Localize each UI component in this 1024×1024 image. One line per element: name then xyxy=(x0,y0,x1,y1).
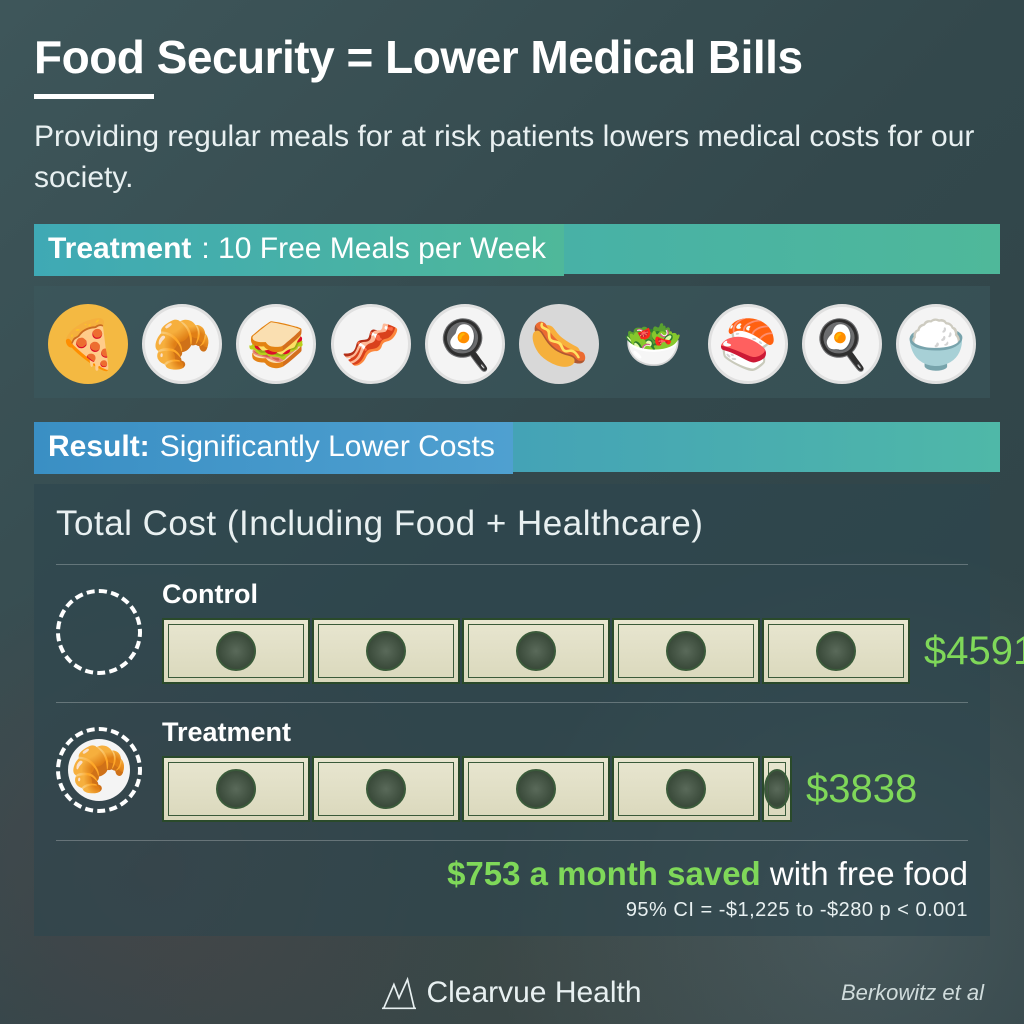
savings-amount: $753 a month saved xyxy=(447,855,761,892)
cost-rows-container: Control$4591 🥐 Treatment $3838 xyxy=(56,564,968,841)
dollar-bill-icon xyxy=(462,756,610,822)
bills-and-value: $4591 xyxy=(162,618,1024,684)
cost-row-label: Control xyxy=(162,579,1024,610)
dollar-bill-icon xyxy=(612,756,760,822)
meal-icon: 🍕 xyxy=(48,304,128,384)
result-banner-label: Result: Significantly Lower Costs xyxy=(34,422,513,474)
title-underline xyxy=(34,94,154,99)
meal-icon: 🥐 xyxy=(142,304,222,384)
bills-and-value: $3838 xyxy=(162,756,968,822)
meal-icon: 🌭 xyxy=(519,304,599,384)
total-cost-label: Total Cost (Including Food + Healthcare) xyxy=(56,504,968,544)
meal-icon: 🍣 xyxy=(708,304,788,384)
treatment-meals-row: 🍕🥐🥪🥓🍳🌭🥗🍣🍳🍚 xyxy=(34,286,990,398)
savings-suffix: with free food xyxy=(761,855,968,892)
stats-line: 95% CI = -$1,225 to -$280 p < 0.001 xyxy=(56,899,968,922)
result-label-bold: Result: xyxy=(48,430,150,464)
treatment-badge-icon: 🥐 xyxy=(56,727,142,813)
dollar-bill-icon xyxy=(762,618,910,684)
meal-icon: 🍳 xyxy=(425,304,505,384)
dollar-bill-icon xyxy=(162,756,310,822)
infographic-content: Food Security = Lower Medical Bills Prov… xyxy=(0,0,1024,1024)
page-title: Food Security = Lower Medical Bills xyxy=(34,30,990,84)
treatment-label-bold: Treatment xyxy=(48,232,191,266)
cost-value: $4591 xyxy=(924,629,1024,674)
bills-group xyxy=(162,618,910,684)
cost-row-content: Control $4591 xyxy=(162,579,1024,684)
dollar-bill-icon xyxy=(462,618,610,684)
subtitle: Providing regular meals for at risk pati… xyxy=(34,117,990,198)
treatment-banner: Treatment : 10 Free Meals per Week xyxy=(34,224,990,276)
control-badge-icon xyxy=(56,589,142,675)
result-section: Result: Significantly Lower Costs Total … xyxy=(34,422,990,936)
dollar-bill-icon xyxy=(762,756,792,822)
meal-icon: 🍚 xyxy=(896,304,976,384)
meal-icon: 🍳 xyxy=(802,304,882,384)
savings-line: $753 a month saved with free food xyxy=(56,855,968,893)
result-body: Total Cost (Including Food + Healthcare)… xyxy=(34,484,990,936)
dollar-bill-icon xyxy=(312,618,460,684)
treatment-banner-label: Treatment : 10 Free Meals per Week xyxy=(34,224,564,276)
cost-value: $3838 xyxy=(806,767,917,812)
meal-icon: 🥪 xyxy=(236,304,316,384)
dollar-bill-icon xyxy=(312,756,460,822)
dollar-bill-icon xyxy=(162,618,310,684)
cost-row-label: Treatment xyxy=(162,717,968,748)
cost-row: 🥐 Treatment $3838 xyxy=(56,702,968,841)
bills-group xyxy=(162,756,792,822)
meal-icon: 🥗 xyxy=(613,304,693,384)
result-label-rest: Significantly Lower Costs xyxy=(160,430,495,464)
dollar-bill-icon xyxy=(612,618,760,684)
cost-row-content: Treatment $3838 xyxy=(162,717,968,822)
result-banner: Result: Significantly Lower Costs xyxy=(34,422,990,474)
meal-icon: 🥓 xyxy=(331,304,411,384)
cost-row: Control$4591 xyxy=(56,564,968,702)
treatment-label-rest: : 10 Free Meals per Week xyxy=(201,232,546,266)
